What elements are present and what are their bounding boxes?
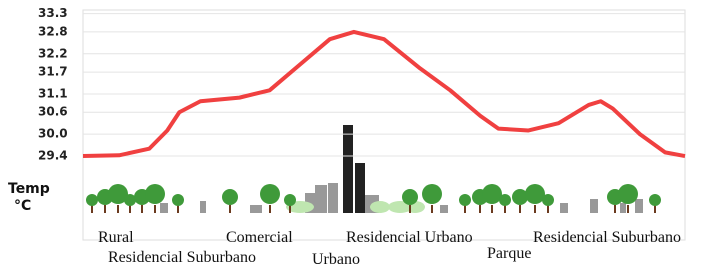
chart: Temp°C 29.4 30.0 30.6 31.1 31.7 32.2 32.8 33.3 R… (0, 0, 720, 265)
building (560, 203, 568, 213)
y-tick-label: 30.0 (38, 127, 68, 141)
y-tick-label: 32.2 (38, 46, 68, 60)
tree (284, 194, 296, 206)
building (590, 199, 598, 213)
y-tick-label: 31.1 (38, 86, 68, 100)
y-tick-label: 31.7 (38, 65, 68, 79)
tree (542, 194, 554, 206)
building (160, 203, 168, 213)
tree (86, 194, 98, 206)
building (635, 199, 643, 213)
tree (482, 184, 502, 204)
tree (222, 189, 238, 205)
region-label: Residencial Urbano (346, 229, 473, 246)
building (200, 201, 206, 213)
region-label: Urbano (312, 251, 360, 265)
building (343, 125, 353, 213)
region-label: Residencial Suburbano (533, 229, 681, 246)
tree (260, 184, 280, 204)
building (620, 203, 626, 213)
region-label: Rural (98, 229, 134, 246)
building (328, 183, 338, 213)
tree (172, 194, 184, 206)
shrub (370, 201, 390, 213)
tree (499, 194, 511, 206)
region-label: Comercial (226, 229, 293, 246)
tree (145, 184, 165, 204)
tree (402, 189, 418, 205)
tree (422, 184, 442, 204)
y-tick-label: 30.6 (38, 105, 68, 119)
building (315, 185, 327, 213)
region-label: Parque (487, 245, 531, 262)
tree (459, 194, 471, 206)
region-label: Residencial Suburbano (108, 249, 256, 265)
building (440, 205, 448, 213)
building (250, 205, 262, 213)
y-axis-label: Temp°C (8, 181, 50, 214)
tree (649, 194, 661, 206)
building (355, 163, 365, 213)
y-tick-label: 29.4 (38, 149, 68, 163)
y-tick-label: 33.3 (38, 6, 68, 20)
tree (618, 184, 638, 204)
y-tick-label: 32.8 (38, 24, 68, 38)
tree (525, 184, 545, 204)
